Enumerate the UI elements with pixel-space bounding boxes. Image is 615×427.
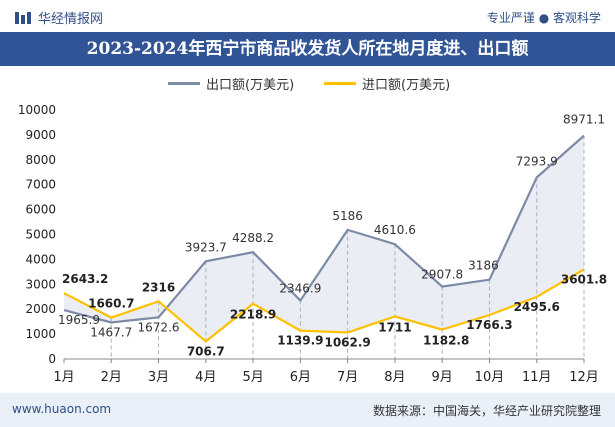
brand-name: 华经情报网 <box>38 12 104 27</box>
y-tick-label: 2000 <box>25 302 56 316</box>
data-label-export: 3923.7 <box>185 240 227 254</box>
x-tick-label: 6月 <box>290 370 311 385</box>
data-label-import: 2316 <box>142 280 175 294</box>
chart-title: 2023-2024年西宁市商品收发货人所在地月度进、出口额 <box>86 39 529 59</box>
legend-swatch-import <box>324 82 356 85</box>
x-tick-label: 2月 <box>101 370 122 385</box>
y-tick-label: 7000 <box>25 178 56 192</box>
top-bar: 华经情报网 专业严谨 ● 客观科学 <box>0 0 615 32</box>
series-line-export <box>63 134 585 324</box>
data-source: 数据来源：中国海关，华经产业研究院整理 <box>372 404 601 418</box>
y-tick-label: 5000 <box>25 228 56 242</box>
data-label-import: 1660.7 <box>88 297 134 311</box>
x-tick-label: 3月 <box>148 370 169 385</box>
y-tick-label: 6000 <box>25 203 56 217</box>
data-label-export: 3186 <box>468 259 499 273</box>
y-tick-label: 1000 <box>25 327 56 341</box>
data-label-export: 5186 <box>332 209 363 223</box>
data-label-export: 1467.7 <box>90 325 132 339</box>
x-tick-label: 5月 <box>242 370 263 385</box>
data-label-import: 706.7 <box>187 344 225 358</box>
huajing-logo-icon <box>15 11 31 24</box>
data-label-export: 4610.6 <box>374 223 416 237</box>
legend-label-import: 进口额(万美元) <box>362 78 451 93</box>
y-tick-label: 9000 <box>25 128 56 142</box>
legend-swatch-export <box>168 82 200 85</box>
data-label-import: 1711 <box>378 320 411 334</box>
brand: 华经情报网 <box>14 8 103 27</box>
data-label-import: 2643.2 <box>62 272 108 286</box>
data-label-export: 1672.6 <box>138 320 180 334</box>
data-label-export: 2907.8 <box>421 268 463 282</box>
data-label-import: 2495.6 <box>514 300 560 314</box>
series-line-import <box>63 268 585 343</box>
x-tick-label: 8月 <box>384 370 405 385</box>
slogan: 专业严谨 ● 客观科学 <box>486 11 601 25</box>
data-label-export: 7293.9 <box>516 154 558 168</box>
data-label-export: 4288.2 <box>232 231 274 245</box>
data-label-export: 8971.1 <box>563 113 605 127</box>
legend-item-import: 进口额(万美元) <box>324 74 450 93</box>
title-bar: 2023-2024年西宁市商品收发货人所在地月度进、出口额 <box>0 32 615 66</box>
y-tick-label: 3000 <box>25 277 56 291</box>
legend-item-export: 出口额(万美元) <box>168 74 294 93</box>
footer: www.huaon.com 数据来源：中国海关，华经产业研究院整理 <box>0 393 615 427</box>
data-label-export: 2346.9 <box>279 282 321 296</box>
area-between-series <box>64 135 584 342</box>
data-label-import: 1766.3 <box>466 318 512 332</box>
y-tick-label: 8000 <box>25 153 56 167</box>
x-tick-label: 9月 <box>432 370 453 385</box>
x-tick-label: 4月 <box>195 370 216 385</box>
x-tick-label: 12月 <box>569 370 599 385</box>
y-tick-label: 4000 <box>25 252 56 266</box>
footer-url: www.huaon.com <box>12 402 112 416</box>
chart-legend: 出口额(万美元) 进口额(万美元) <box>0 74 615 94</box>
data-label-import: 1062.9 <box>324 336 370 350</box>
y-tick-label: 10000 <box>18 103 56 117</box>
x-tick-label: 7月 <box>337 370 358 385</box>
legend-label-export: 出口额(万美元) <box>206 78 295 93</box>
data-label-import: 1182.8 <box>423 334 469 348</box>
data-label-import: 1139.9 <box>277 334 323 348</box>
x-tick-label: 1月 <box>53 370 74 385</box>
x-tick-label: 11月 <box>522 370 552 385</box>
data-label-export: 1965.9 <box>58 313 100 327</box>
data-label-import: 3601.8 <box>561 272 607 286</box>
data-label-import: 2218.9 <box>230 308 276 322</box>
y-tick-label: 0 <box>48 352 56 366</box>
x-tick-label: 10月 <box>475 370 505 385</box>
line-chart: 0 1000 2000 3000 4000 5000 6000 7000 8000 9000 100… <box>18 103 607 385</box>
